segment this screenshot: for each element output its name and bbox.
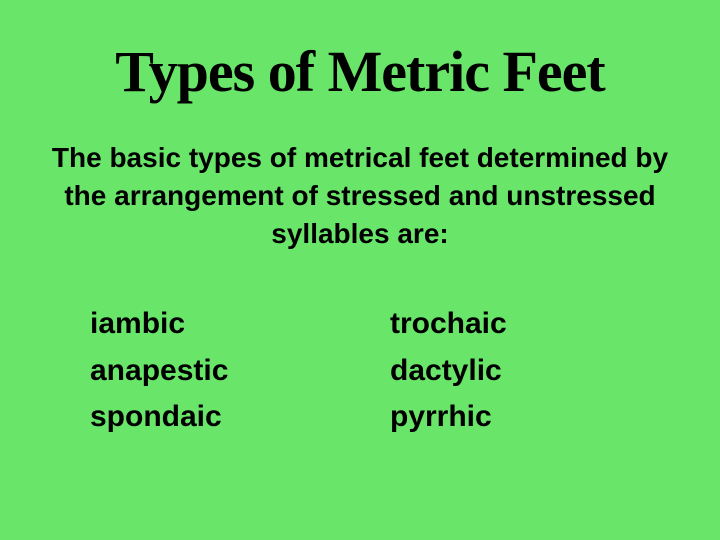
right-column: trochaic dactylic pyrrhic <box>390 304 650 438</box>
list-item: trochaic <box>390 304 650 345</box>
list-item: iambic <box>90 304 390 345</box>
types-list-container: iambic anapestic spondaic trochaic dacty… <box>30 304 690 438</box>
list-item: pyrrhic <box>390 397 650 438</box>
slide-title: Types of Metric Feet <box>30 38 690 105</box>
slide-subtitle: The basic types of metrical feet determi… <box>30 139 690 252</box>
list-item: anapestic <box>90 351 390 392</box>
left-column: iambic anapestic spondaic <box>90 304 390 438</box>
list-item: spondaic <box>90 397 390 438</box>
list-item: dactylic <box>390 351 650 392</box>
